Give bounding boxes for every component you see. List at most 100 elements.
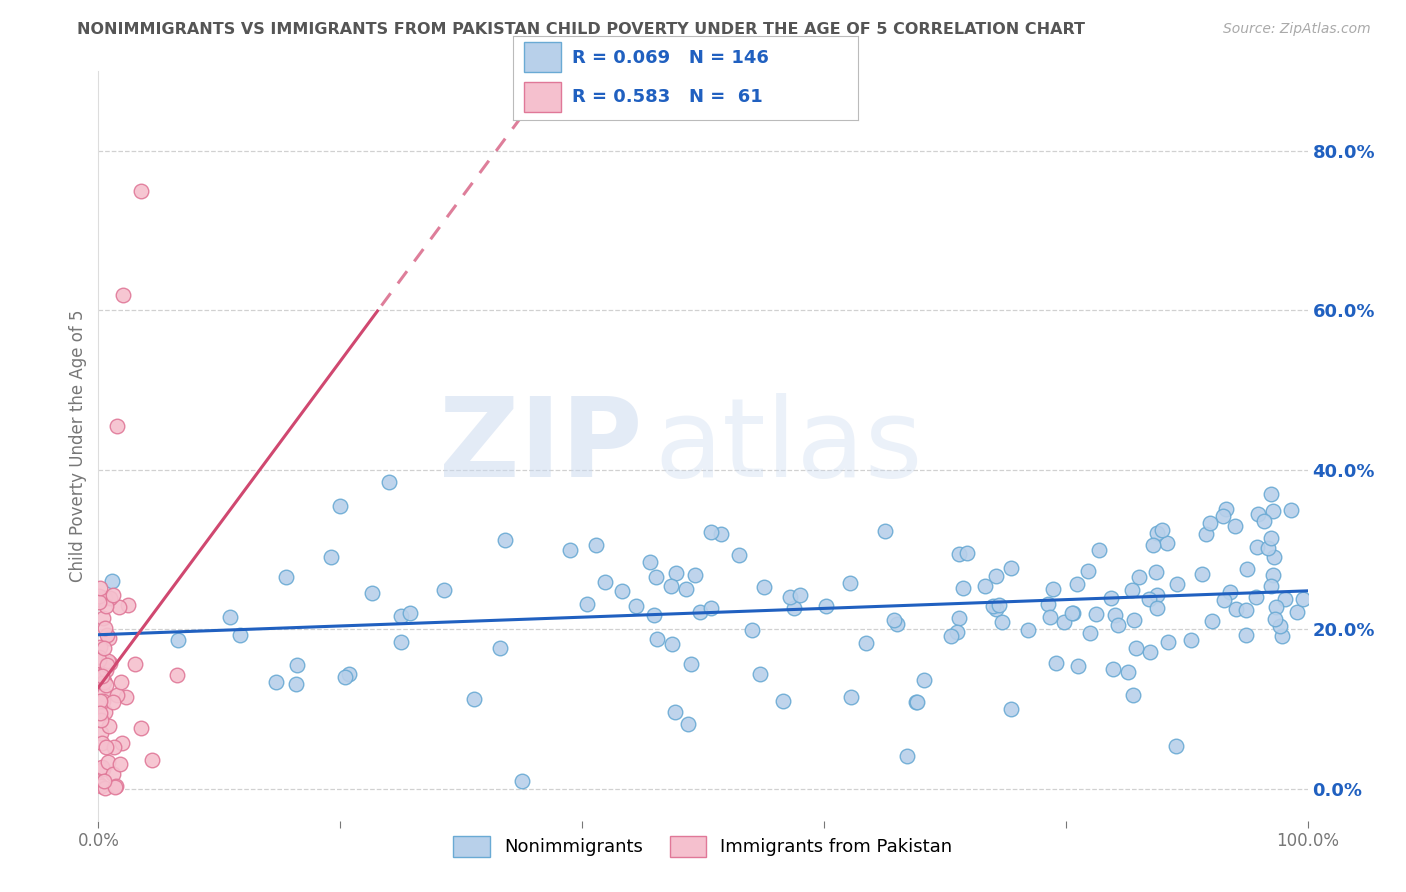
Point	[984, 569, 1007, 583]
Point	[1139, 592, 1161, 607]
Point	[986, 601, 1008, 615]
Point	[1285, 605, 1308, 619]
Point	[661, 579, 683, 593]
Point	[1156, 536, 1178, 550]
Point	[676, 717, 699, 731]
Point	[1260, 579, 1282, 593]
Point	[97, 719, 120, 733]
Point	[610, 583, 633, 598]
Point	[1180, 632, 1202, 647]
Point	[111, 287, 134, 301]
Point	[772, 694, 794, 708]
Point	[1139, 645, 1161, 659]
Point	[89, 706, 111, 721]
Point	[1150, 523, 1173, 537]
Point	[1107, 617, 1129, 632]
Bar	[523, 43, 561, 72]
Point	[1246, 590, 1268, 604]
Point	[87, 649, 110, 664]
Point	[1268, 619, 1291, 633]
Point	[1213, 593, 1236, 607]
Point	[90, 759, 112, 773]
Point	[981, 599, 1004, 613]
Point	[321, 549, 343, 564]
Point	[946, 625, 969, 640]
Point	[1157, 634, 1180, 648]
Point	[1142, 537, 1164, 551]
Point	[1078, 626, 1101, 640]
Point	[104, 779, 127, 793]
Point	[285, 657, 308, 672]
Point	[873, 524, 896, 538]
Point	[952, 581, 974, 595]
Point	[1128, 570, 1150, 584]
Point	[749, 666, 772, 681]
Point	[90, 736, 112, 750]
Point	[166, 668, 188, 682]
Point	[94, 599, 117, 614]
Point	[96, 657, 118, 672]
Point	[433, 583, 456, 598]
Point	[93, 674, 115, 689]
Point	[93, 773, 115, 788]
Bar	[523, 82, 561, 112]
Point	[124, 657, 146, 671]
Point	[883, 613, 905, 627]
Point	[94, 705, 117, 719]
Point	[645, 632, 668, 647]
Point	[1257, 541, 1279, 556]
Point	[941, 629, 963, 643]
Point	[1104, 607, 1126, 622]
Point	[333, 670, 356, 684]
Point	[91, 611, 114, 625]
Point	[1195, 527, 1218, 541]
Point	[105, 419, 128, 434]
Point	[89, 640, 111, 654]
Point	[1166, 577, 1188, 591]
Point	[94, 591, 117, 605]
Point	[104, 780, 127, 794]
Point	[1146, 601, 1168, 615]
Point	[1279, 503, 1302, 517]
Point	[754, 580, 776, 594]
Text: NONIMMIGRANTS VS IMMIGRANTS FROM PAKISTAN CHILD POVERTY UNDER THE AGE OF 5 CORRE: NONIMMIGRANTS VS IMMIGRANTS FROM PAKISTA…	[77, 22, 1085, 37]
Point	[389, 635, 412, 649]
Point	[1000, 560, 1022, 574]
Point	[1191, 566, 1213, 581]
Text: atlas: atlas	[655, 392, 924, 500]
Point	[1274, 591, 1296, 606]
Point	[1260, 487, 1282, 501]
Point	[1215, 502, 1237, 516]
Point	[896, 749, 918, 764]
Point	[1085, 607, 1108, 621]
Point	[93, 687, 115, 701]
Point	[1062, 606, 1084, 620]
Point	[103, 588, 125, 602]
Point	[89, 664, 111, 678]
Point	[1067, 658, 1090, 673]
Point	[97, 756, 120, 770]
Point	[91, 762, 114, 776]
Point	[1164, 739, 1187, 753]
Point	[710, 527, 733, 541]
Point	[1261, 504, 1284, 518]
Point	[1236, 562, 1258, 576]
Point	[399, 606, 422, 620]
Point	[675, 582, 697, 596]
Point	[129, 721, 152, 735]
Point	[117, 598, 139, 612]
Point	[1199, 516, 1222, 530]
Point	[1146, 526, 1168, 541]
Text: R = 0.583   N =  61: R = 0.583 N = 61	[572, 88, 762, 106]
Point	[87, 595, 110, 609]
Point	[1212, 509, 1234, 524]
Point	[665, 566, 688, 580]
Point	[783, 600, 806, 615]
Text: ZIP: ZIP	[439, 392, 643, 500]
Point	[494, 533, 516, 547]
Point	[1042, 582, 1064, 596]
Point	[361, 586, 384, 600]
Point	[1116, 665, 1139, 680]
Point	[129, 184, 152, 198]
Point	[779, 590, 801, 604]
